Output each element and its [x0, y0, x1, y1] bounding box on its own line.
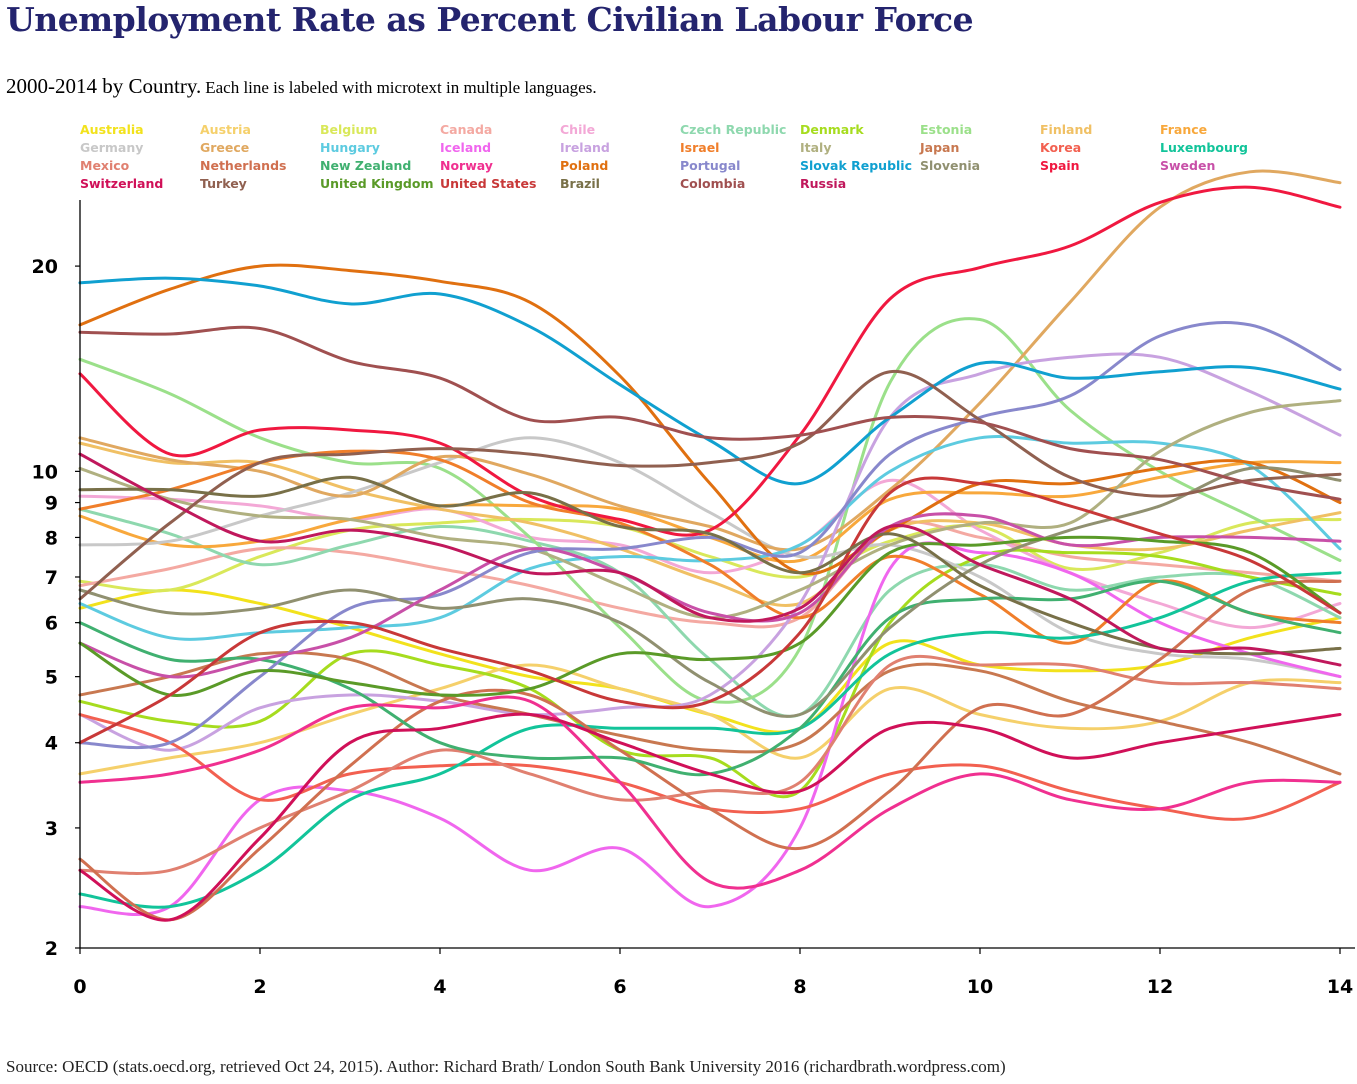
series-line-switzerland [78, 712, 1342, 922]
legend-item-korea: Korea [1040, 140, 1081, 155]
legend-item-netherlands: Netherlands [200, 158, 286, 173]
legend-item-spain: Spain [1040, 158, 1080, 173]
legend-item-japan: Japan [919, 140, 959, 155]
series-line-netherlands [78, 579, 1342, 922]
x-tick-label-2: 2 [253, 976, 266, 998]
y-tick-label-9: 9 [45, 493, 58, 515]
series-line-chile [78, 478, 1342, 630]
series-line-ireland [78, 352, 1342, 752]
legend-item-canada: Canada [440, 122, 492, 137]
series-line-colombia [78, 325, 1342, 501]
series-line-norway [78, 695, 1342, 890]
series-line-czech-republic [78, 507, 1342, 718]
chart-title: Unemployment Rate as Percent Civilian La… [6, 0, 974, 39]
legend-item-finland: Finland [1040, 122, 1092, 137]
source-note: Source: OECD (stats.oecd.org, retrieved … [6, 1057, 1006, 1076]
y-tick-label-8: 8 [45, 527, 58, 549]
y-tick-label-7: 7 [45, 567, 58, 589]
legend-item-czech-republic: Czech Republic [680, 122, 786, 137]
legend-item-austria: Austria [200, 122, 251, 137]
legend-item-iceland: Iceland [440, 140, 491, 155]
legend-item-belgium: Belgium [320, 122, 377, 137]
y-tick-label-10: 10 [32, 461, 58, 483]
series-line-slovenia [78, 466, 1342, 718]
y-tick-label-5: 5 [45, 667, 58, 689]
series-line-poland [78, 263, 1342, 576]
x-tick-label-0: 0 [73, 976, 86, 998]
legend-item-luxembourg: Luxembourg [1160, 140, 1248, 155]
legend-item-france: France [1160, 122, 1207, 137]
legend-item-chile: Chile [560, 122, 595, 137]
series-line-denmark [78, 548, 1342, 799]
legend-item-estonia: Estonia [920, 122, 972, 137]
legend-item-mexico: Mexico [80, 158, 130, 173]
x-tick-label-8: 8 [793, 976, 806, 998]
series-line-turkey [78, 370, 1342, 601]
line-chart: Australia Austria Belgium Canada Chile Czech … [32, 122, 1355, 998]
legend-item-ireland: Ireland [560, 140, 610, 155]
legend-item-new-zealand: New Zealand [320, 158, 411, 173]
series-line-sweden [78, 512, 1342, 679]
series-line-iceland [78, 541, 1342, 916]
series-line-united-kingdom [78, 535, 1342, 698]
series-line-greece [78, 169, 1342, 552]
series-line-russia [78, 452, 1342, 667]
legend-item-australia: Australia [80, 122, 144, 137]
legend-item-poland: Poland [560, 158, 608, 173]
subtitle-main: 2000-2014 by Country. [6, 74, 202, 98]
y-tick-label-6: 6 [45, 613, 58, 635]
legend-item-turkey: Turkey [200, 176, 247, 191]
series-line-united-states [78, 476, 1342, 745]
legend-item-italy: Italy [800, 140, 832, 155]
y-tick-label-3: 3 [45, 818, 58, 840]
legend-item-norway: Norway [440, 158, 493, 173]
legend-item-sweden: Sweden [1160, 158, 1215, 173]
legend-item-portugal: Portugal [680, 158, 740, 173]
y-tick-label-4: 4 [45, 733, 58, 755]
legend-item-slovak-republic: Slovak Republic [800, 158, 912, 173]
x-tick-label-6: 6 [613, 976, 626, 998]
legend-item-united-kingdom: United Kingdom [320, 176, 433, 191]
legend-item-brazil: Brazil [560, 176, 600, 191]
legend-item-colombia: Colombia [680, 176, 745, 191]
legend-item-hungary: Hungary [320, 140, 380, 155]
series-line-hungary [78, 434, 1342, 641]
legend-item-denmark: Denmark [800, 122, 864, 137]
series-line-luxembourg [78, 571, 1342, 909]
series-lines [78, 169, 1342, 922]
x-tick-label-4: 4 [433, 976, 446, 998]
legend-item-greece: Greece [200, 140, 249, 155]
series-line-brazil [78, 475, 1342, 656]
series-line-canada [78, 520, 1342, 629]
chart-subtitle: 2000-2014 by Country. Each line is label… [6, 74, 597, 99]
series-line-germany [78, 436, 1342, 679]
y-tick-label-2: 2 [45, 938, 58, 960]
legend-item-russia: Russia [800, 176, 846, 191]
x-tick-label-12: 12 [1147, 976, 1173, 998]
x-tick-label-10: 10 [967, 976, 993, 998]
series-line-new-zealand [78, 579, 1342, 777]
legend: Australia Austria Belgium Canada Chile Czech … [80, 122, 1248, 191]
legend-item-israel: Israel [680, 140, 719, 155]
series-line-mexico [78, 654, 1342, 875]
subtitle-note: Each line is labeled with microtext in m… [205, 78, 597, 97]
series-line-finland [78, 441, 1342, 607]
series-line-korea [78, 713, 1342, 821]
y-tick-label-20: 20 [32, 256, 58, 278]
legend-item-switzerland: Switzerland [80, 176, 163, 191]
legend-item-germany: Germany [80, 140, 143, 155]
series-line-slovak-republic [78, 276, 1342, 486]
x-tick-label-14: 14 [1327, 976, 1353, 998]
legend-item-slovenia: Slovenia [920, 158, 980, 173]
series-line-spain [78, 185, 1342, 537]
legend-item-united-states: United States [440, 176, 536, 191]
